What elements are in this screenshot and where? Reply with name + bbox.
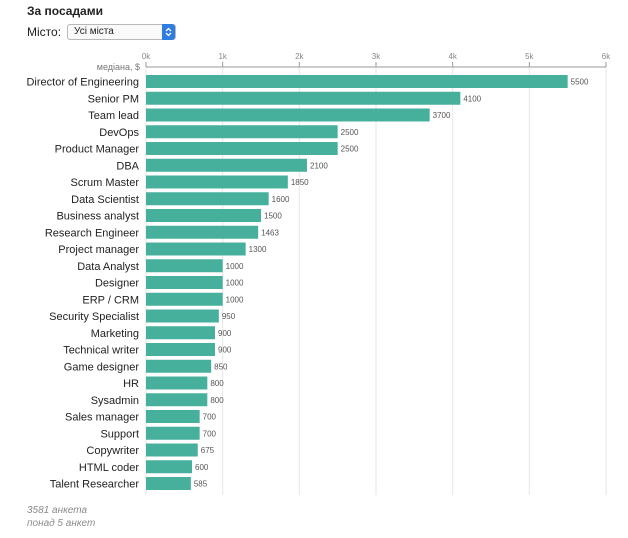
category-label: Sales manager (65, 412, 139, 424)
value-label: 1000 (226, 295, 244, 304)
x-axis-label: медіана, $ (97, 62, 140, 72)
city-select-value: Усі міста (74, 26, 114, 37)
bar[interactable] (146, 142, 338, 155)
category-label: Research Engineer (45, 227, 140, 239)
bar[interactable] (146, 108, 430, 122)
bar[interactable] (146, 376, 208, 390)
bar[interactable] (146, 91, 461, 105)
bar[interactable] (146, 276, 223, 289)
value-label: 800 (210, 379, 224, 388)
value-label: 1463 (261, 228, 279, 237)
bar[interactable] (146, 410, 200, 423)
category-label: Data Scientist (71, 194, 139, 206)
x-tick-label: 0k (142, 52, 151, 61)
value-label: 4100 (463, 94, 481, 103)
bar[interactable] (146, 292, 223, 306)
category-label: Technical writer (63, 345, 139, 357)
category-label: Game designer (64, 361, 140, 373)
category-label: Senior PM (88, 93, 139, 105)
bar[interactable] (146, 343, 215, 356)
value-label: 1500 (264, 212, 282, 221)
bar[interactable] (146, 158, 307, 172)
x-tick-label: 3k (372, 52, 381, 61)
bar[interactable] (146, 443, 198, 457)
city-filter: Місто: Усі міста (27, 24, 177, 40)
city-label: Місто: (27, 25, 62, 39)
bar[interactable] (146, 242, 246, 256)
x-axis: 0k 1k 2k 3k 4k 5k 6k (142, 52, 611, 68)
category-label: DBA (116, 160, 139, 172)
value-label: 2100 (310, 161, 328, 170)
x-tick-label: 1k (218, 52, 227, 61)
value-label: 850 (214, 362, 228, 371)
category-label: Team lead (88, 110, 139, 122)
category-label: Marketing (91, 328, 139, 340)
category-label: Designer (95, 278, 139, 290)
category-label: Business analyst (56, 211, 139, 223)
category-label: Copywriter (86, 445, 139, 457)
value-label: 1600 (272, 195, 290, 204)
category-label: HTML coder (79, 462, 139, 474)
value-label: 800 (210, 396, 224, 405)
value-label: 3700 (433, 111, 451, 120)
category-label: Product Manager (55, 144, 140, 156)
value-label: 900 (218, 329, 232, 338)
bar[interactable] (146, 209, 261, 222)
city-select[interactable]: Усі міста (67, 24, 177, 40)
x-tick-label: 2k (295, 52, 304, 61)
bar[interactable] (146, 225, 259, 239)
value-label: 675 (201, 446, 215, 455)
category-label: Support (100, 428, 139, 440)
bars (146, 75, 568, 490)
value-label: 900 (218, 346, 232, 355)
value-label: 1300 (249, 245, 267, 254)
bar[interactable] (146, 75, 568, 88)
bar[interactable] (146, 426, 200, 440)
value-label: 700 (203, 413, 217, 422)
value-label: 1850 (291, 178, 309, 187)
value-label: 1000 (226, 279, 244, 288)
bar[interactable] (146, 309, 219, 323)
category-label: DevOps (99, 127, 139, 139)
category-label: Project manager (58, 244, 139, 256)
x-tick-label: 4k (448, 52, 457, 61)
responses-count: 3581 анкета (27, 505, 88, 516)
value-label: 585 (194, 480, 208, 489)
value-label: 2500 (341, 145, 359, 154)
value-label: 2500 (341, 128, 359, 137)
category-label: Director of Engineering (26, 77, 139, 89)
value-label: 700 (203, 429, 217, 438)
category-label: Scrum Master (71, 177, 140, 189)
bar[interactable] (146, 477, 191, 490)
responses-threshold: понад 5 анкет (27, 518, 96, 529)
x-tick-label: 6k (602, 52, 611, 61)
bar[interactable] (146, 393, 208, 407)
category-label: Security Specialist (49, 311, 139, 323)
x-tick-label: 5k (525, 52, 534, 61)
bar[interactable] (146, 192, 269, 206)
value-label: 5500 (571, 78, 589, 87)
value-label: 600 (195, 463, 209, 472)
bar[interactable] (146, 175, 288, 189)
category-label: HR (123, 378, 139, 390)
bar[interactable] (146, 460, 192, 474)
chart-title: За посадами (27, 4, 103, 18)
category-label: ERP / CRM (82, 294, 139, 306)
chart-grid (145, 68, 607, 495)
value-label: 1000 (226, 262, 244, 271)
updown-chevron-icon (162, 24, 176, 40)
bar[interactable] (146, 326, 215, 340)
bar[interactable] (146, 259, 223, 273)
value-label: 950 (222, 312, 236, 321)
bar[interactable] (146, 125, 338, 139)
bar[interactable] (146, 359, 212, 373)
category-label: Data Analyst (77, 261, 139, 273)
category-labels: Director of Engineering Senior PM Team lea… (26, 77, 139, 491)
category-label: Talent Researcher (50, 479, 140, 491)
category-label: Sysadmin (91, 395, 139, 407)
